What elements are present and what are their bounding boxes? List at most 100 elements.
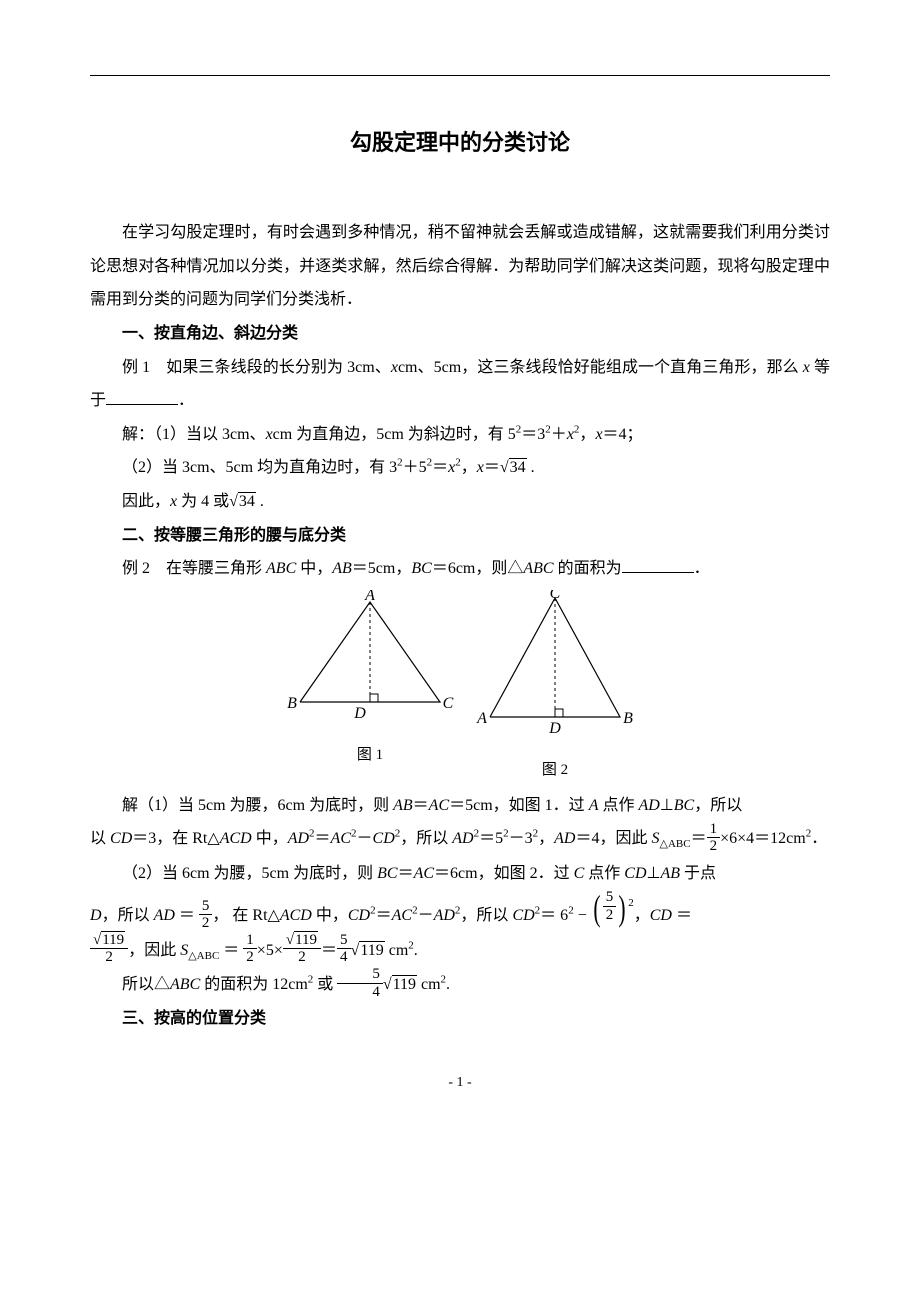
ad: AD: [554, 830, 575, 847]
cd: CD: [624, 865, 646, 882]
ab: AB: [332, 560, 352, 577]
five-half-fraction: 52: [603, 889, 617, 923]
text: ＋: [551, 426, 567, 443]
sup-2: 2: [412, 905, 418, 917]
text: ⊥: [647, 865, 661, 882]
ac: AC: [414, 865, 434, 882]
text: ，: [634, 907, 650, 924]
text: 中，: [296, 560, 332, 577]
abc: ABC: [523, 560, 553, 577]
sqrt-119: 119: [351, 942, 385, 959]
text: ＝: [484, 459, 500, 476]
sqrt-119: 119: [286, 932, 318, 948]
text: ×5×: [257, 942, 283, 959]
sqrt-34: 34: [500, 459, 527, 476]
text: 因此，: [122, 493, 170, 510]
five-quarter-fraction: 54: [337, 932, 351, 966]
cd: CD: [512, 907, 534, 924]
example-1-conclusion: 因此，x 为 4 或34 .: [90, 485, 830, 519]
sqrt-119: 119: [383, 976, 417, 993]
triangle-svg-2: C A B D: [470, 590, 640, 745]
text: −: [574, 907, 587, 924]
answer-blank: [106, 404, 178, 405]
section-1-heading: 一、按直角边、斜边分类: [90, 317, 830, 351]
text: ＝4，因此: [575, 830, 651, 847]
text: ，: [579, 426, 595, 443]
five-quarter-fraction: 54: [337, 966, 383, 1000]
numerator: 119: [283, 932, 321, 950]
sup-2: 2: [351, 828, 357, 840]
text: ．: [694, 560, 710, 577]
var-x: x: [391, 359, 398, 376]
page-title: 勾股定理中的分类讨论: [90, 120, 830, 166]
label-B: B: [287, 695, 297, 712]
example-2-conclusion: 所以△ABC 的面积为 12cm2 或 54119 cm2.: [90, 968, 830, 1002]
figures-row: A B C D 图 1 C A B D 图 2: [90, 590, 830, 787]
text: （2）当 6cm 为腰，5cm 为底时，则: [122, 865, 377, 882]
text: ＝: [432, 459, 448, 476]
radicand: 119: [359, 941, 384, 959]
denominator: 2: [283, 949, 321, 966]
text: －3: [509, 830, 533, 847]
text: cm: [417, 976, 441, 993]
bc: BC: [411, 560, 431, 577]
text: ，因此: [128, 942, 180, 959]
denominator: 2: [199, 915, 213, 932]
label-C: C: [443, 695, 454, 712]
label-D: D: [548, 720, 561, 737]
label-A: A: [476, 710, 487, 727]
text: 的面积为: [554, 560, 622, 577]
text: 点作: [584, 865, 624, 882]
var-x: x: [567, 426, 574, 443]
text: 例 1 如果三条线段的长分别为 3cm、: [122, 359, 391, 376]
text: 中，: [252, 830, 288, 847]
label-A: A: [364, 590, 375, 604]
radicand: 119: [392, 975, 417, 993]
bc: BC: [377, 865, 397, 882]
text: ＝: [321, 942, 337, 959]
radicand: 34: [509, 458, 527, 476]
ad: AD: [154, 907, 175, 924]
denominator: 4: [337, 949, 351, 966]
text: ＋5: [403, 459, 427, 476]
label-B: B: [623, 710, 633, 727]
denominator: 2: [90, 949, 128, 966]
numerator: 5: [603, 889, 617, 907]
example-2-solution-1a: 解（1）当 5cm 为腰，6cm 为底时，则 AB＝AC＝5cm，如图 1．过 …: [90, 789, 830, 823]
text: ．: [178, 392, 194, 409]
var-x: x: [266, 426, 273, 443]
radicand: 119: [294, 931, 318, 948]
text: ，: [461, 459, 477, 476]
text: ⊥: [660, 797, 674, 814]
example-1-solution-1: 解：（1）当以 3cm、xcm 为直角边，5cm 为斜边时，有 52＝32＋x2…: [90, 418, 830, 452]
ad: AD: [452, 830, 473, 847]
var-x: x: [477, 459, 484, 476]
text: 解（1）当 5cm 为腰，6cm 为底时，则: [122, 797, 393, 814]
text: ＝6cm，则△: [432, 560, 524, 577]
figure-1-label: 图 1: [280, 740, 460, 772]
text: ＝5cm，如图 1．过: [449, 797, 589, 814]
ad: AD: [288, 830, 309, 847]
text: cm 为直角边，5cm 为斜边时，有 5: [273, 426, 516, 443]
squared-fraction: (52): [591, 890, 629, 926]
example-2-solution-2c: 1192，因此 S△ABC ＝ 12×5×1192＝54119 cm2.: [90, 934, 830, 968]
text: cm、5cm，这三条线段恰好能组成一个直角三角形，那么: [398, 359, 803, 376]
ac: AC: [429, 797, 449, 814]
sqrt119-over-2: 1192: [283, 932, 321, 966]
example-2-solution-2b: D，所以 AD ＝ 52， 在 Rt△ACD 中，CD2＝AC2－AD2，所以 …: [90, 890, 830, 933]
text: ．: [811, 830, 827, 847]
half-fraction: 12: [707, 821, 721, 855]
text: 解：（1）当以 3cm、: [122, 426, 266, 443]
example-2-problem: 例 2 在等腰三角形 ABC 中，AB＝5cm，BC＝6cm，则△ABC 的面积…: [90, 552, 830, 586]
sqrt119-over-2: 1192: [90, 932, 128, 966]
text: 点作: [598, 797, 638, 814]
section-2-heading: 二、按等腰三角形的腰与底分类: [90, 519, 830, 553]
numerator: 119: [90, 932, 128, 950]
example-1-problem: 例 1 如果三条线段的长分别为 3cm、xcm、5cm，这三条线段恰好能组成一个…: [90, 351, 830, 418]
sub-abc: △ABC: [188, 950, 219, 962]
radicand: 34: [238, 492, 256, 510]
figure-2-label: 图 2: [470, 755, 640, 787]
text: 或: [313, 976, 337, 993]
text: .: [256, 493, 264, 510]
abc: ABC: [266, 560, 296, 577]
